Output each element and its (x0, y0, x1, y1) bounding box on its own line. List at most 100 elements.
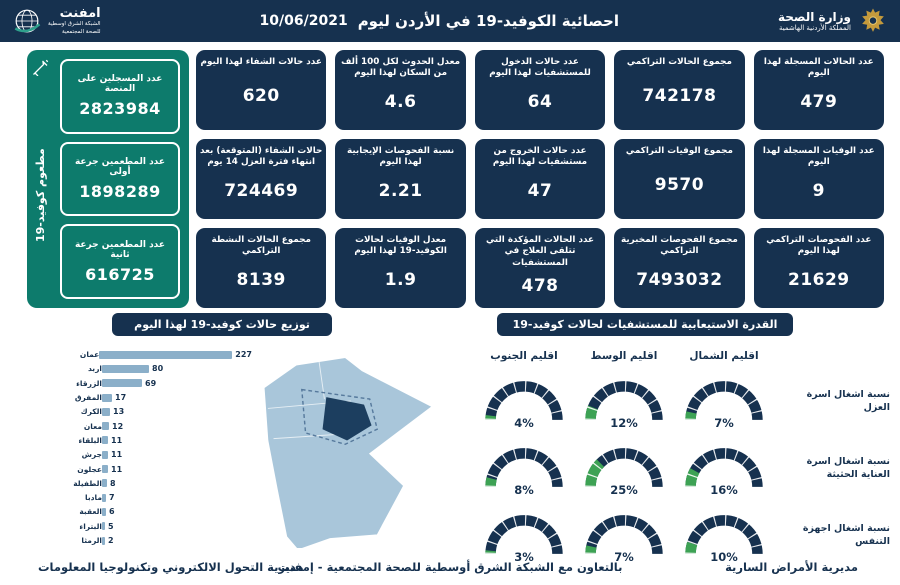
stats-grid: عدد الحالات المسجلة لهذا اليوم 479 مجموع… (196, 50, 884, 308)
distribution-section-title: توزيع حالات كوفيد-19 لهذا اليوم (112, 313, 332, 336)
bar-row: الرمثا 2 (52, 534, 252, 547)
stat-card: نسبة الفحوصات الإيجابية لهذا اليوم 2.21 (335, 139, 466, 219)
gauge-value: 3% (514, 550, 534, 564)
bar (102, 379, 142, 388)
gauge-value: 25% (610, 483, 638, 497)
vaccination-value: 1898289 (79, 182, 161, 201)
bar-row: المفرق 17 (52, 391, 252, 404)
stat-value: 8139 (236, 269, 286, 290)
stat-label: مجموع الفحوصات المخبرية التراكمي (621, 235, 738, 257)
bar-label: الزرقاء (76, 378, 102, 388)
footer-right: مديرية الأمراض السارية (725, 560, 858, 574)
capacity-row-label: نسبة اشغال اسرة العناية الحثيثة (806, 456, 890, 480)
stat-label: معدل الحدوث لكل 100 ألف من السكان لهذا ا… (341, 57, 461, 79)
gauge: 25% (581, 440, 667, 498)
stat-value: 47 (527, 180, 553, 201)
gauge: 8% (481, 440, 567, 498)
gauge: 12% (581, 373, 667, 431)
bar-label: عجلون (77, 464, 102, 474)
bar-value: 6 (109, 507, 115, 517)
bar-value: 8 (110, 478, 116, 488)
logo-subtitle-1: الشبكة الشرق اوسطية (48, 21, 101, 28)
bar-label: الرمثا (81, 536, 102, 545)
vaccination-value: 2823984 (79, 99, 161, 119)
stat-label: عدد الوفيات المسجلة لهذا اليوم (762, 146, 875, 168)
stat-label: عدد حالات الدخول للمستشفيات لهذا اليوم (489, 57, 591, 79)
bar-label: عمان (79, 350, 100, 360)
vaccination-side-strip: مطعوم كوفيد-19 (27, 50, 54, 308)
stat-value: 64 (527, 91, 553, 112)
bar-value: 2 (108, 536, 114, 545)
vaccination-label: عدد المسجلين على المنصة (77, 74, 163, 95)
gauge-value: 10% (710, 550, 738, 564)
footer-left: مديرية التحول الالكتروني وتكنولوجيا المع… (38, 560, 304, 574)
bar-row: العقبة 6 (52, 505, 252, 518)
bar (102, 522, 105, 531)
stat-card: معدل الحدوث لكل 100 ألف من السكان لهذا ا… (335, 50, 466, 130)
stat-card: مجموع الحالات النشطة التراكمي 8139 (196, 228, 327, 308)
stat-label: مجموع الحالات النشطة التراكمي (211, 235, 311, 257)
stat-card: عدد الفحوصات التراكمي لهذا اليوم 21629 (753, 228, 884, 308)
bar (102, 493, 106, 502)
stat-card: معدل الوفيات لحالات الكوفيد-19 لهذا اليو… (335, 228, 466, 308)
logo-subtitle-2: للصحة المجتمعية (62, 28, 101, 35)
stat-value: 479 (800, 91, 838, 112)
stat-card: مجموع الفحوصات المخبرية التراكمي 7493032 (614, 228, 745, 308)
footer-center: بالتعاون مع الشبكة الشرق أوسطية للصحة ال… (277, 560, 623, 574)
gauge: 7% (581, 507, 667, 565)
gauge-value: 8% (514, 483, 534, 497)
gauge: 4% (481, 373, 567, 431)
vaccination-card: عدد المطعمين جرعة ثانية 616725 (60, 224, 180, 300)
bar-label: اربد (87, 364, 102, 374)
stat-label: عدد الحالات المسجلة لهذا اليوم (763, 57, 874, 79)
bar-label: مادبا (85, 493, 102, 503)
bar-label: البلقاء (78, 435, 102, 445)
stat-card: مجموع الوفيات التراكمي 9570 (614, 139, 745, 219)
stat-label: عدد حالات الخروج من مستشفيات لهذا اليوم (492, 146, 588, 168)
gauge-value: 16% (710, 483, 738, 497)
bar (102, 364, 149, 373)
gauge-value: 4% (514, 416, 534, 430)
logo-name: امفنت (59, 6, 101, 22)
bar-row: مادبا 7 (52, 491, 252, 504)
bar (102, 422, 109, 431)
bar-value: 12 (112, 421, 124, 431)
stat-value: 9 (812, 180, 825, 201)
stat-card: عدد الوفيات المسجلة لهذا اليوم 9 (753, 139, 884, 219)
gauge-value: 7% (714, 416, 734, 430)
stat-label: عدد الفحوصات التراكمي لهذا اليوم (766, 235, 872, 257)
ministry-block: وزارة الصحة المملكة الأردنية الهاشمية (778, 6, 888, 36)
bar-value: 11 (111, 450, 123, 460)
stat-label: معدل الوفيات لحالات الكوفيد-19 لهذا اليو… (354, 235, 447, 257)
bar-row: عجلون 11 (52, 462, 252, 475)
vaccination-panel: مطعوم كوفيد-19 عدد المسجلين على المنصة 2… (27, 50, 189, 308)
stat-value: 4.6 (384, 91, 417, 112)
gauge: 10% (681, 507, 767, 565)
stat-value: 1.9 (384, 269, 417, 290)
bar-row: البتراء 5 (52, 520, 252, 533)
bar-value: 11 (111, 464, 123, 474)
capacity-row-label: نسبة اشغال اجهزة التنفس (802, 523, 890, 547)
stat-card: عدد حالات الخروج من مستشفيات لهذا اليوم … (474, 139, 606, 219)
region-header: اقليم الشمال (689, 350, 759, 362)
bar-value: 13 (113, 407, 125, 417)
bar-row: الطفيلة 8 (52, 477, 252, 490)
stat-card: عدد حالات الشفاء لهذا اليوم 620 (196, 50, 327, 130)
highlighted-region (322, 397, 372, 441)
bar-label: الطفيلة (73, 478, 102, 488)
bar (102, 393, 112, 402)
bar-label: معان (83, 421, 102, 431)
bar-row: الكرك 13 (52, 405, 252, 418)
stat-label: مجموع الوفيات التراكمي (625, 146, 733, 156)
stat-label: مجموع الحالات التراكمي (626, 57, 732, 67)
page-title-block: احصائية الكوفيد-19 في الأردن ليوم 10/06/… (260, 12, 619, 30)
vaccination-cards: عدد المسجلين على المنصة 2823984 عدد المط… (54, 50, 189, 308)
bar-row: الزرقاء 69 (52, 377, 252, 390)
stat-value: 21629 (787, 269, 850, 290)
page-title: احصائية الكوفيد-19 في الأردن ليوم (357, 12, 620, 30)
bar (102, 536, 105, 545)
stat-card: عدد حالات الدخول للمستشفيات لهذا اليوم 6… (474, 50, 606, 130)
emphnet-logo: امفنت الشبكة الشرق اوسطية للصحة المجتمعي… (12, 6, 101, 36)
bar (102, 465, 108, 474)
